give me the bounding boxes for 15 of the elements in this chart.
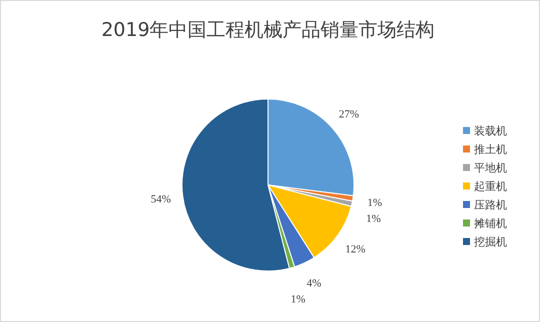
data-label: 12%	[345, 243, 366, 256]
legend-label: 摊铺机	[474, 217, 507, 230]
data-label: 1%	[366, 212, 381, 225]
data-label: 27%	[338, 108, 360, 121]
legend-label: 压路机	[474, 198, 507, 212]
data-label: 1%	[367, 196, 382, 209]
legend-label: 平地机	[474, 162, 507, 174]
data-label: 54%	[150, 194, 171, 206]
data-label: 1%	[290, 294, 306, 306]
chart-title: 2019年中国工程机械产品销量市场结构	[101, 19, 435, 41]
legend-label: 推土机	[474, 143, 507, 156]
data-label: 4%	[306, 278, 322, 290]
legend-label: 挖掘机	[474, 236, 507, 248]
legend-label: 起重机	[474, 180, 507, 193]
legend-label: 装载机	[474, 124, 507, 138]
